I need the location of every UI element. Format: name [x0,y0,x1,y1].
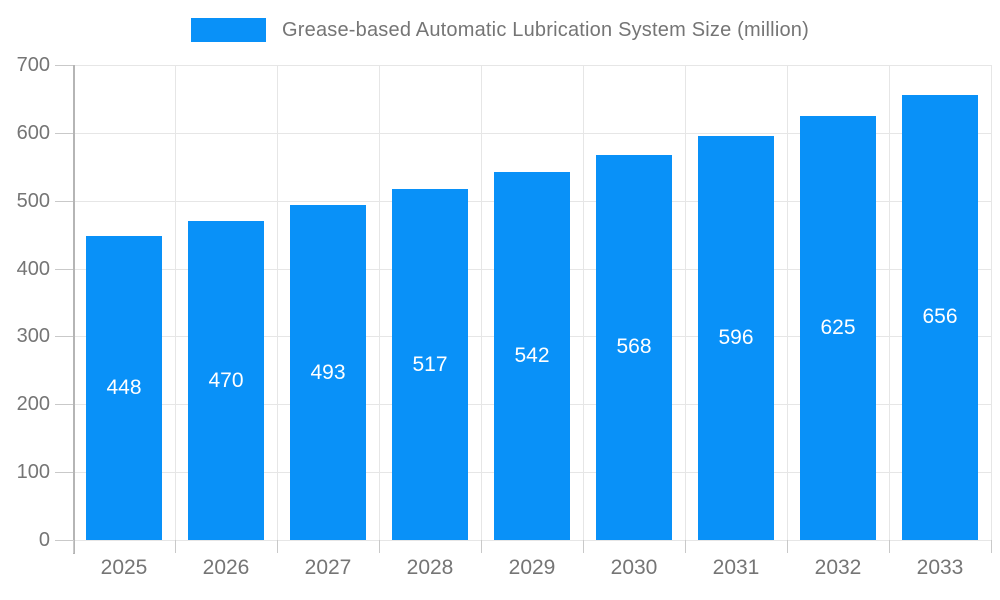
x-tick-mark [787,540,788,553]
bar-value-label: 470 [208,368,244,392]
x-axis-label-2031: 2031 [712,556,760,579]
y-tick-label: 200 [16,393,50,416]
x-tick-mark [277,540,278,553]
bar-2032[interactable]: 625 [800,115,876,540]
x-tick-mark [889,540,890,553]
x-tick-mark [583,540,584,553]
y-tick-mark [55,268,73,270]
x-gridline [481,65,482,540]
y-tick-mark [55,404,73,406]
x-axis-label-2029: 2029 [508,556,556,579]
y-tick-mark [55,65,73,66]
y-tick-label: 0 [38,529,50,551]
x-axis-label-2027: 2027 [304,556,352,579]
x-tick-mark [379,540,380,553]
y-axis-line [73,65,75,554]
y-tick-mark [55,540,73,541]
bar-2030[interactable]: 568 [596,154,672,540]
bar-2031[interactable]: 596 [698,135,774,540]
legend-swatch [191,18,266,42]
x-axis-label-2032: 2032 [814,556,862,579]
x-gridline [583,65,584,540]
x-gridline [991,65,992,540]
legend[interactable]: Grease-based Automatic Lubrication Syste… [0,18,1000,42]
bar-value-label: 448 [106,376,142,399]
bar-value-label: 596 [718,325,754,349]
x-gridline [379,65,380,540]
y-tick-mark [55,472,73,474]
bar-2029[interactable]: 542 [494,172,570,540]
bar-value-label: 493 [310,360,346,384]
y-tick-label: 100 [16,461,50,484]
x-tick-mark [481,540,482,553]
x-tick-mark [73,540,74,553]
y-tick-mark [55,336,73,338]
x-gridline [685,65,686,540]
y-tick-label: 600 [16,121,50,144]
y-tick-label: 300 [16,325,50,348]
x-gridline [787,65,788,540]
x-tick-mark [991,540,992,553]
bar-2027[interactable]: 493 [290,205,366,540]
x-gridline [175,65,176,540]
bar-2025[interactable]: 448 [86,236,162,540]
x-axis-label-2028: 2028 [406,556,454,579]
y-tick-label: 700 [16,54,50,76]
bar-value-label: 625 [820,315,856,339]
x-tick-mark [685,540,686,553]
plot-area: 448 470 493 517 542 568 596 625 656 [73,65,992,541]
y-gridline [73,132,991,134]
y-tick-label: 400 [16,257,50,280]
x-gridline [889,65,890,540]
legend-label: Grease-based Automatic Lubrication Syste… [282,18,809,41]
y-tick-mark [55,132,73,134]
x-axis-label-2025: 2025 [100,556,148,579]
x-axis-label-2030: 2030 [610,556,658,579]
x-axis-label-2026: 2026 [202,556,250,579]
bar-value-label: 656 [922,305,958,329]
bar-value-label: 568 [616,335,652,359]
y-tick-label: 500 [16,189,50,212]
y-gridline [73,65,991,66]
y-gridline [73,540,991,541]
y-tick-mark [55,200,73,202]
bar-2028[interactable]: 517 [392,189,468,540]
bar-2033[interactable]: 656 [902,94,978,540]
bar-2026[interactable]: 470 [188,221,264,540]
x-gridline [277,65,278,540]
bar-value-label: 542 [514,344,550,368]
x-tick-mark [175,540,176,553]
bar-value-label: 517 [412,352,448,376]
x-axis-label-2033: 2033 [916,556,964,579]
